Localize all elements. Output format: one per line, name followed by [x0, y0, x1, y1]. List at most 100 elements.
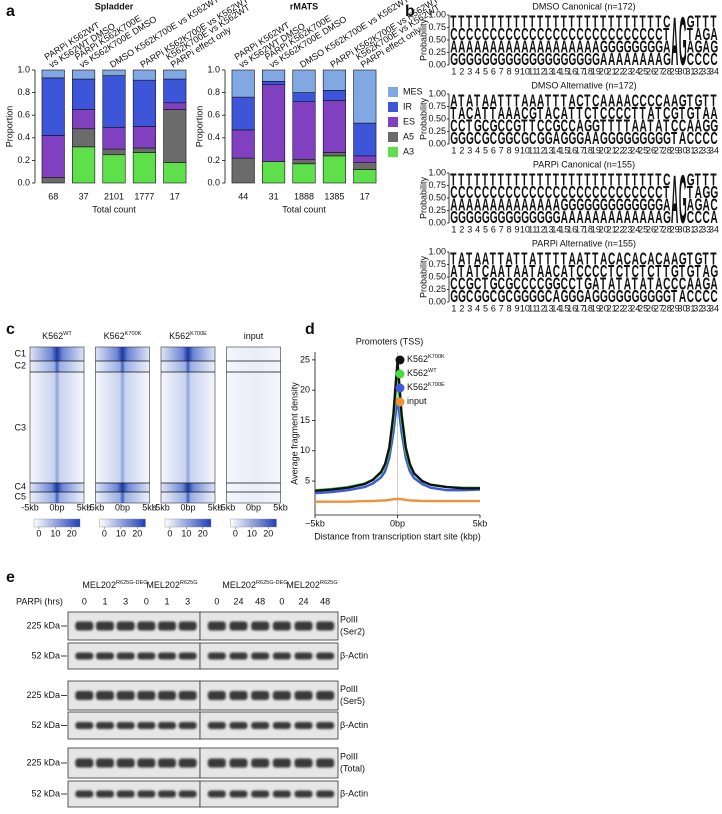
logo-letter: G	[663, 286, 671, 305]
logo-letter: T	[647, 116, 653, 135]
logo-letter: C	[498, 274, 505, 293]
logo-letter: G	[584, 274, 592, 293]
logo-letter: C	[466, 103, 473, 122]
logo-letter: G	[647, 195, 655, 214]
logo-letter: C	[498, 182, 505, 201]
blot-band	[137, 691, 156, 700]
y-tick-label: 25	[300, 354, 310, 364]
text-part: K562	[407, 354, 428, 364]
logo-letter: T	[458, 261, 464, 280]
logo-letter: A	[498, 103, 505, 122]
blot-band	[75, 758, 94, 768]
logo-letter: T	[703, 12, 709, 31]
logo-letter: C	[584, 182, 591, 201]
cluster-label: C5	[14, 491, 26, 501]
logo-letter: C	[703, 128, 710, 147]
logo-letter: C	[710, 286, 717, 305]
position-label: 5	[483, 145, 488, 155]
logo-letter: G	[521, 207, 529, 226]
logo-letter: T	[537, 249, 543, 268]
blot-band	[272, 758, 291, 768]
position-label: 11	[528, 224, 537, 234]
logo-letter: G	[663, 49, 671, 68]
logo-letter: T	[553, 170, 559, 189]
logo-letter: T	[529, 261, 535, 280]
logo-letter: A	[537, 261, 544, 280]
logo-letter: G	[521, 128, 529, 147]
logo-letter: C	[482, 182, 489, 201]
logo-letter: T	[687, 249, 693, 268]
position-label: 28	[662, 303, 672, 313]
bar-segment	[322, 90, 346, 101]
logo-letter: G	[498, 286, 506, 305]
logo-letter: T	[663, 261, 669, 280]
heatmap-cluster	[30, 347, 84, 361]
position-label: 22	[614, 303, 624, 313]
bar-segment	[102, 75, 126, 128]
x-axis-label: Total count	[92, 204, 136, 214]
logo-letter: A	[600, 91, 607, 110]
heatmap-x-tick: -5kb	[87, 502, 105, 512]
logo-letter: A	[608, 207, 615, 226]
position-label: 17	[575, 224, 585, 234]
x-tick-label: 5kb	[473, 518, 488, 528]
colorbar-tick-label: 10	[181, 528, 191, 538]
logo-letter: T	[561, 249, 567, 268]
logo-letter: T	[624, 261, 630, 280]
legend-marker	[395, 397, 405, 407]
heatmap-cluster	[95, 347, 150, 361]
logo-letter: C	[537, 116, 544, 135]
position-label: 27	[654, 224, 664, 234]
position-label: 9	[514, 224, 519, 234]
logo-letter: A	[505, 37, 512, 56]
logo-letter: C	[569, 116, 576, 135]
logo-letter: T	[561, 12, 567, 31]
logo-letter: C	[592, 261, 599, 280]
legend-marker	[395, 383, 405, 393]
logo-letter: C	[482, 24, 489, 43]
logo-letter: C	[490, 286, 497, 305]
text-part: K562	[169, 331, 190, 341]
logo-letter: C	[695, 286, 702, 305]
logo-letter: C	[600, 182, 607, 201]
heatmap-frame	[226, 346, 281, 504]
blot-band	[207, 758, 226, 768]
logo-letter: G	[545, 274, 553, 293]
logo-letter: G	[505, 274, 513, 293]
bar-segment	[132, 79, 156, 127]
logo-letter: C	[466, 24, 473, 43]
logo-letter: C	[632, 91, 639, 110]
x-axis-label: Distance from transcription start site (…	[314, 531, 481, 541]
blot-band	[251, 652, 270, 660]
logo-letter: A	[529, 91, 536, 110]
blot-band	[251, 621, 270, 631]
logo-letter: T	[710, 91, 716, 110]
logo-letter: A	[561, 37, 568, 56]
logo-letter: G	[553, 116, 561, 135]
timepoint-label: 3	[185, 596, 190, 606]
logo-letter: G	[671, 261, 679, 280]
logo-letter: T	[450, 170, 456, 189]
logo-letter: G	[490, 116, 498, 135]
heatmap-title: K562K700K	[104, 331, 142, 341]
logo-letter: G	[521, 286, 529, 305]
logo-letter: C	[545, 24, 552, 43]
bar-segment	[292, 92, 316, 102]
colorbar-tick-label: 20	[198, 528, 208, 538]
target-label: PolII	[340, 614, 358, 624]
bar-segment	[292, 69, 316, 93]
target-label: β-Actin	[340, 788, 368, 798]
timepoint-label: 1	[102, 596, 107, 606]
logo-letter: T	[569, 103, 575, 122]
bar-segment	[353, 122, 377, 157]
logo-letter: A	[545, 37, 552, 56]
position-label: 8	[507, 224, 512, 234]
y-tick-label: 0.00	[428, 59, 446, 69]
logo-letter: C	[655, 249, 662, 268]
logo-letter: A	[639, 207, 646, 226]
logo-letter: A	[647, 103, 654, 122]
position-label: 16	[567, 66, 577, 76]
logo-letter: T	[584, 249, 590, 268]
logo-letter: C	[561, 116, 568, 135]
logo-letter: A	[466, 37, 473, 56]
